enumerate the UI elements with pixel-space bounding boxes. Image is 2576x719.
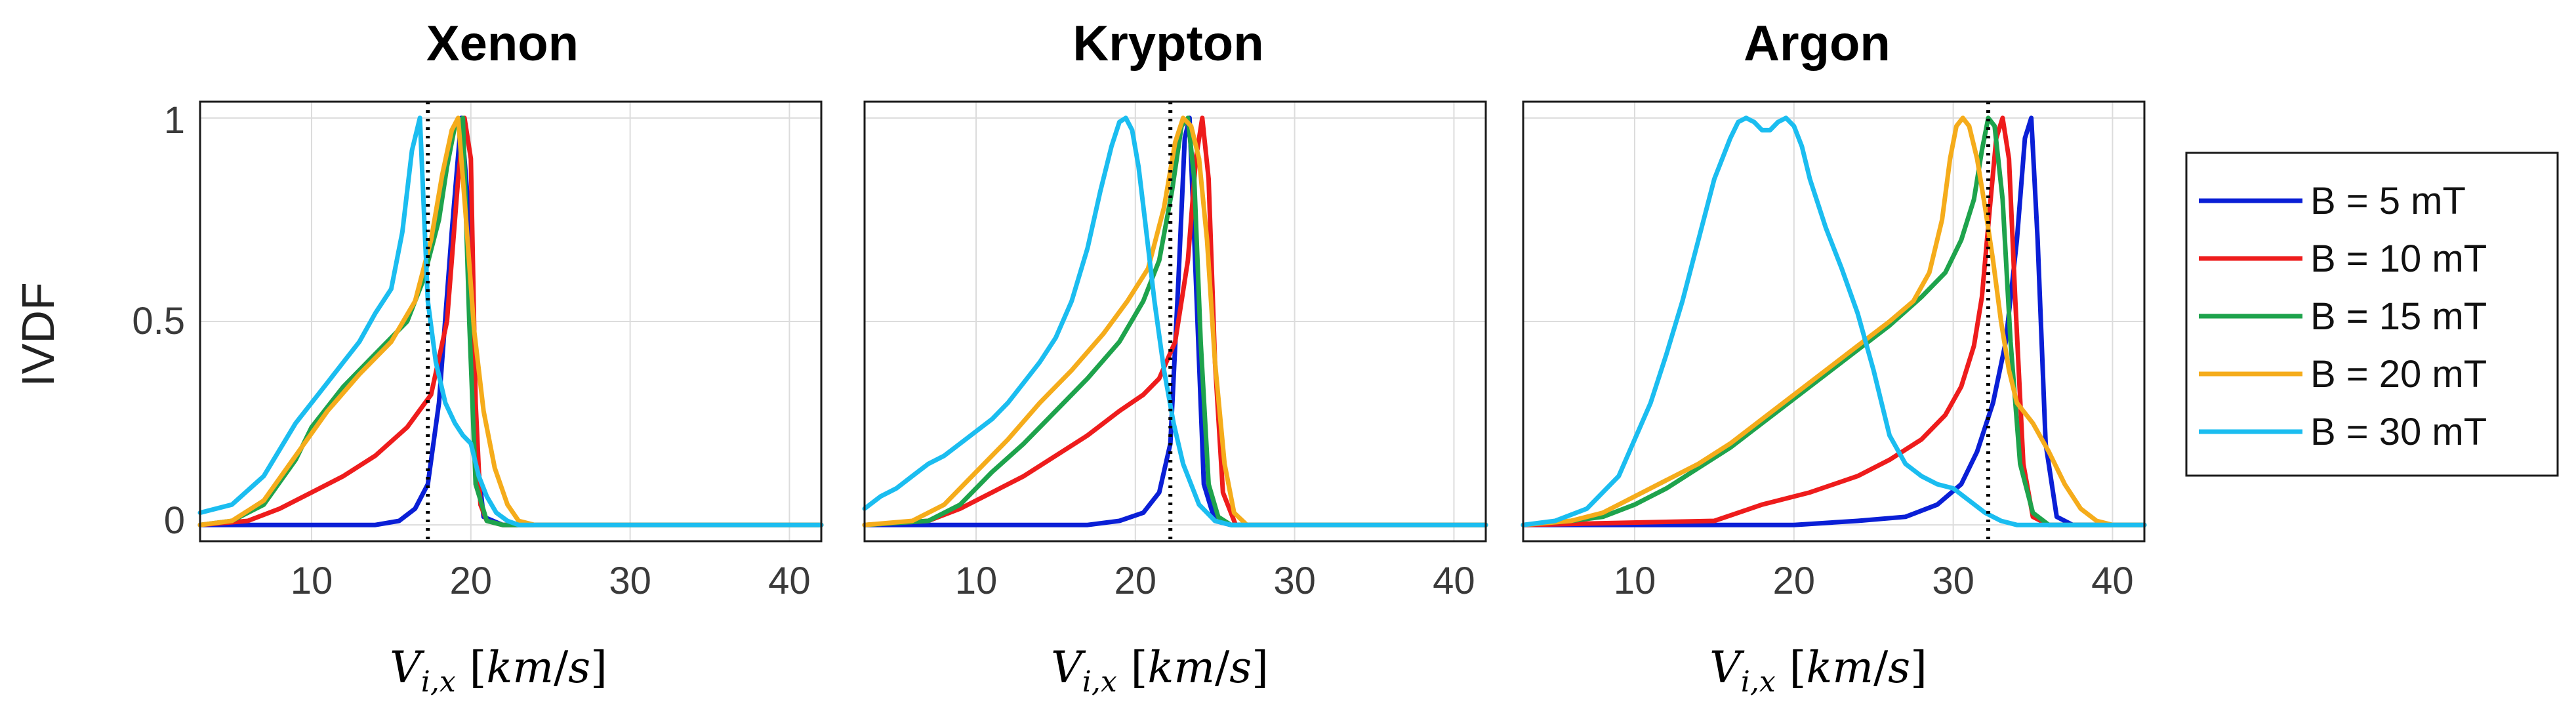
- legend-label-3: B = 20 mT: [2310, 353, 2487, 396]
- series-curves: [1521, 115, 2147, 527]
- plot-frame: [199, 100, 823, 543]
- series-line-30mt: [862, 115, 1488, 527]
- series-line-15mt: [862, 115, 1488, 527]
- x-tick-label-30: 30: [1932, 560, 1974, 602]
- series-line-20mt: [197, 115, 824, 527]
- series-line-15mt: [197, 115, 824, 527]
- x-axis-label: Vi,x [km/s]: [390, 642, 607, 699]
- legend-label-2: B = 15 mT: [2310, 295, 2487, 338]
- x-tick-label-20: 20: [450, 560, 493, 602]
- series-line-10mt: [1521, 115, 2147, 527]
- series-line-20mt: [1521, 115, 2147, 527]
- x-tick-label-10: 10: [291, 560, 333, 602]
- legend-label-0: B = 5 mT: [2310, 180, 2466, 222]
- series-line-5mt: [862, 115, 1488, 527]
- y-tick-labels: 1 0.5 0: [132, 99, 185, 542]
- x-tick-labels: 10 20 30 40: [1614, 560, 2134, 602]
- x-axis-label: Vi,x [km/s]: [1709, 642, 1927, 699]
- x-tick-label-30: 30: [1273, 560, 1316, 602]
- legend-label-4: B = 30 mT: [2310, 411, 2487, 453]
- x-axis-label: Vi,x [km/s]: [1051, 642, 1269, 699]
- panel-xenon: Xenon 10 20 30 40 Vi,x [km/s]: [197, 16, 824, 699]
- series-line-20mt: [862, 115, 1488, 527]
- x-tick-label-40: 40: [1433, 560, 1475, 602]
- x-tick-label-10: 10: [955, 560, 998, 602]
- x-tick-labels: 10 20 30 40: [291, 560, 811, 602]
- x-tick-label-20: 20: [1114, 560, 1157, 602]
- panel-title: Krypton: [1073, 16, 1263, 72]
- x-tick-labels: 10 20 30 40: [955, 560, 1475, 602]
- gridlines: [200, 102, 821, 541]
- series-curves: [862, 115, 1488, 527]
- series-line-15mt: [1521, 115, 2147, 527]
- series-curves: [197, 115, 824, 527]
- series-line-30mt: [197, 115, 824, 527]
- legend-label-1: B = 10 mT: [2310, 237, 2487, 280]
- y-tick-label-1: 1: [164, 99, 185, 142]
- panel-title: Xenon: [426, 16, 579, 72]
- series-line-30mt: [1521, 115, 2147, 527]
- x-tick-label-10: 10: [1614, 560, 1656, 602]
- y-axis-label: IVDF: [12, 282, 64, 386]
- panel-krypton: Krypton 10 20 30 40 Vi,x [km/s]: [862, 16, 1488, 699]
- legend: B = 5 mT B = 10 mT B = 15 mT B = 20 mT B = 3…: [2185, 152, 2559, 477]
- x-tick-label-40: 40: [768, 560, 811, 602]
- y-tick-label-0-5: 0.5: [132, 300, 185, 342]
- x-tick-label-40: 40: [2091, 560, 2134, 602]
- plot-frame: [1522, 100, 2146, 543]
- y-tick-label-0: 0: [164, 499, 185, 542]
- panel-title: Argon: [1744, 16, 1891, 72]
- x-tick-label-30: 30: [609, 560, 651, 602]
- plot-frame: [863, 100, 1487, 543]
- x-tick-label-20: 20: [1773, 560, 1816, 602]
- panel-argon: Argon 10 20 30 40 Vi,x [km/s]: [1521, 16, 2147, 699]
